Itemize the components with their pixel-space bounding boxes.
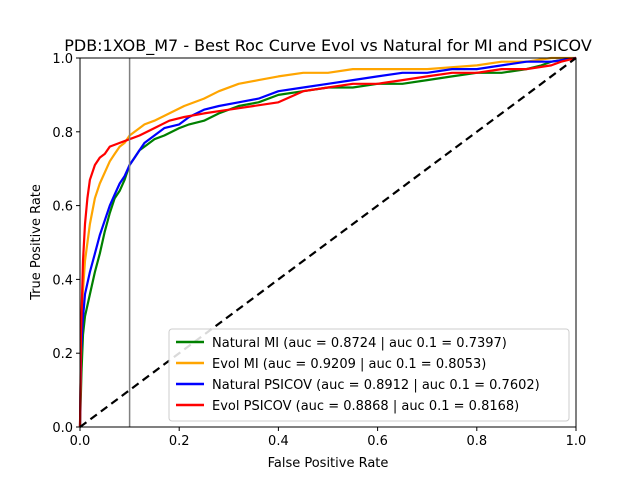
- x-tick-label: 1.0: [566, 434, 587, 449]
- x-axis-label: False Positive Rate: [268, 456, 389, 471]
- x-tick-label: 0.8: [466, 434, 487, 449]
- chart-title: PDB:1XOB_M7 - Best Roc Curve Evol vs Nat…: [64, 36, 592, 56]
- x-tick-label: 0.2: [169, 434, 190, 449]
- y-tick-label: 0.0: [52, 421, 73, 436]
- series-line-0: [78, 56, 577, 428]
- series-line-3: [78, 56, 577, 428]
- legend-entry: Natural MI (auc = 0.8724 | auc 0.1 = 0.7…: [212, 336, 507, 351]
- plot-area: [78, 56, 577, 428]
- y-tick-label: 0.8: [52, 126, 73, 141]
- series-line-2: [78, 56, 577, 428]
- legend-box: [168, 328, 570, 422]
- y-axis-ticks: 0.0 0.2 0.4 0.6 0.8 1.0: [52, 52, 80, 436]
- y-tick-label: 0.2: [52, 347, 73, 362]
- legend-entry: Evol MI (auc = 0.9209 | auc 0.1 = 0.8053…: [212, 357, 486, 372]
- axes-frame: [79, 57, 577, 428]
- y-axis-label: True Positive Rate: [29, 184, 44, 301]
- series-line-1: [78, 56, 576, 428]
- x-tick-label: 0.6: [367, 434, 388, 449]
- x-tick-label: 0.4: [268, 434, 289, 449]
- legend-entry: Natural PSICOV (auc = 0.8912 | auc 0.1 =…: [212, 378, 540, 393]
- x-tick-label: 0.0: [70, 434, 91, 449]
- legend: Natural MI (auc = 0.8724 | auc 0.1 = 0.7…: [168, 328, 570, 422]
- y-tick-label: 1.0: [52, 52, 73, 67]
- y-tick-label: 0.6: [52, 200, 73, 215]
- y-tick-label: 0.4: [52, 273, 73, 288]
- legend-entry: Evol PSICOV (auc = 0.8868 | auc 0.1 = 0.…: [212, 399, 519, 414]
- x-axis-ticks: 0.0 0.2 0.4 0.6 0.8 1.0: [70, 427, 587, 449]
